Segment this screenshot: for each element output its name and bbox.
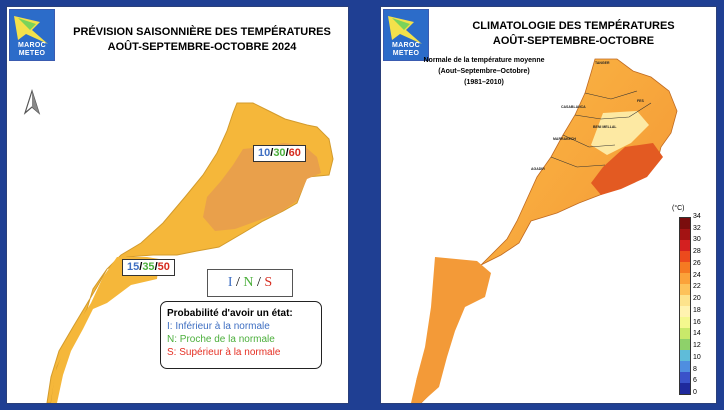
colorbar-swatch <box>680 218 690 229</box>
climatology-title: CLIMATOLOGIE DES TEMPÉRATURES AOÛT-SEPTE… <box>431 19 716 49</box>
colorbar-swatch <box>680 317 690 328</box>
colorbar-swatches <box>679 217 691 395</box>
south-prob-S: 50 <box>157 261 170 273</box>
colorbar-tick-label: 20 <box>693 295 701 303</box>
colorbar-swatch <box>680 339 690 350</box>
map-regions-borders <box>550 90 652 168</box>
city-agadir: AGADIR <box>531 167 545 171</box>
colorbar-swatch <box>680 273 690 284</box>
colorbar-swatch <box>680 284 690 295</box>
logo-bird-icon-right <box>384 10 428 50</box>
south-prob-I: 15 <box>127 261 140 273</box>
colorbar-tick-label: 26 <box>693 259 701 267</box>
ins-key-sep2: / <box>257 275 261 290</box>
colorbar-swatch <box>680 372 690 383</box>
map-subtitle: Normale de la température moyenne (Aout–… <box>409 55 559 88</box>
forecast-title-line1: PRÉVISION SAISONNIÈRE DES TEMPÉRATURES <box>73 26 331 38</box>
colorbar-tick-label: 14 <box>693 330 701 338</box>
colorbar-tick-label: 32 <box>693 224 701 232</box>
colorbar-unit: (°C) <box>672 205 685 212</box>
colorbar-tick-label: 0 <box>693 389 697 396</box>
south-sep1: / <box>139 261 143 273</box>
colorbar-tick-label: 22 <box>693 283 701 291</box>
ins-key-I: I <box>227 275 233 290</box>
north-sep2: / <box>285 147 289 159</box>
logo-text-right: MAROC METEO <box>392 42 420 57</box>
ins-key: I / N / S <box>207 269 293 297</box>
colorbar-swatch <box>680 229 690 240</box>
map-region-south-light <box>51 257 159 403</box>
south-sep2: / <box>154 261 158 273</box>
city-casablanca: CASABLANCA <box>561 105 586 109</box>
map-hot-east <box>591 143 663 195</box>
colorbar-tick-label: 24 <box>693 271 701 279</box>
forecast-title-line2: AOÛT-SEPTEMBRE-OCTOBRE 2024 <box>107 41 297 53</box>
map-years: (1981–2010) <box>464 79 504 86</box>
climatology-panel: MAROC METEO CLIMATOLOGIE DES TEMPÉRATURE… <box>380 6 717 404</box>
forecast-panel: MAROC METEO PRÉVISION SAISONNIÈRE DES TE… <box>6 6 349 404</box>
map-period: (Aout–Septembre–Octobre) <box>438 68 530 75</box>
south-prob-N: 35 <box>142 261 155 273</box>
logo-bird-icon <box>10 10 54 50</box>
map-land <box>412 58 678 403</box>
colorbar-tick-label: 12 <box>693 342 701 350</box>
map-cool-atlas <box>591 111 649 155</box>
colorbar-swatch <box>680 361 690 372</box>
north-prob-I: 10 <box>258 147 271 159</box>
north-arrow-icon <box>23 89 41 115</box>
colorbar-tick-label: 8 <box>693 365 697 373</box>
colorbar-tick-label: 16 <box>693 318 701 326</box>
colorbar-tick-label: 34 <box>693 213 701 220</box>
colorbar-tick-label: 6 <box>693 377 697 385</box>
north-sep1: / <box>270 147 274 159</box>
region-south-index: 15/35/50 <box>122 259 175 276</box>
climatology-map <box>411 58 678 403</box>
colorbar-swatch <box>680 251 690 262</box>
north-prob-S: 60 <box>288 147 301 159</box>
colorbar-tick-label: 30 <box>693 236 701 244</box>
colorbar-swatch <box>680 350 690 361</box>
ins-key-S: S <box>264 275 273 290</box>
legend-item-normal: N: Proche de la normale <box>167 334 275 345</box>
map-region-dark <box>203 143 321 231</box>
city-fes: FES <box>637 99 644 103</box>
legend-item-superior: S: Supérieur à la normale <box>167 347 281 358</box>
legend-item-inferior: I: Inférieur à la normale <box>167 321 270 332</box>
colorbar-tick-label: 28 <box>693 248 701 256</box>
map-south-block <box>411 257 491 403</box>
city-beni-mellal: BENI MELLAL <box>593 125 617 129</box>
city-marrakech: MARRAKECH <box>553 137 576 141</box>
legend-heading: Probabilité d'avoir un état: <box>167 308 293 319</box>
map-heading: Normale de la température moyenne <box>423 57 545 64</box>
maroc-meteo-logo-right: MAROC METEO <box>383 9 429 61</box>
colorbar-swatch <box>680 240 690 251</box>
logo-text: MAROC METEO <box>18 42 46 57</box>
forecast-title: PRÉVISION SAISONNIÈRE DES TEMPÉRATURES A… <box>62 25 342 55</box>
colorbar-swatch <box>680 262 690 273</box>
maroc-meteo-logo: MAROC METEO <box>9 9 55 61</box>
north-prob-N: 30 <box>273 147 286 159</box>
colorbar-swatch <box>680 328 690 339</box>
climatology-title-line2: AOÛT-SEPTEMBRE-OCTOBRE <box>492 35 655 47</box>
colorbar-tick-label: 10 <box>693 353 701 361</box>
climatology-title-line1: CLIMATOLOGIE DES TEMPÉRATURES <box>472 20 675 32</box>
probability-legend: Probabilité d'avoir un état: I: Inférieu… <box>160 301 322 369</box>
colorbar-swatch <box>680 383 690 394</box>
region-north-index: 10/30/60 <box>253 145 306 162</box>
ins-key-N: N <box>243 275 254 290</box>
colorbar-swatch <box>680 295 690 306</box>
ins-key-sep1: / <box>235 275 240 290</box>
colorbar-tick-label: 18 <box>693 306 701 314</box>
city-tanger: TANGER <box>595 61 610 65</box>
colorbar-swatch <box>680 306 690 317</box>
